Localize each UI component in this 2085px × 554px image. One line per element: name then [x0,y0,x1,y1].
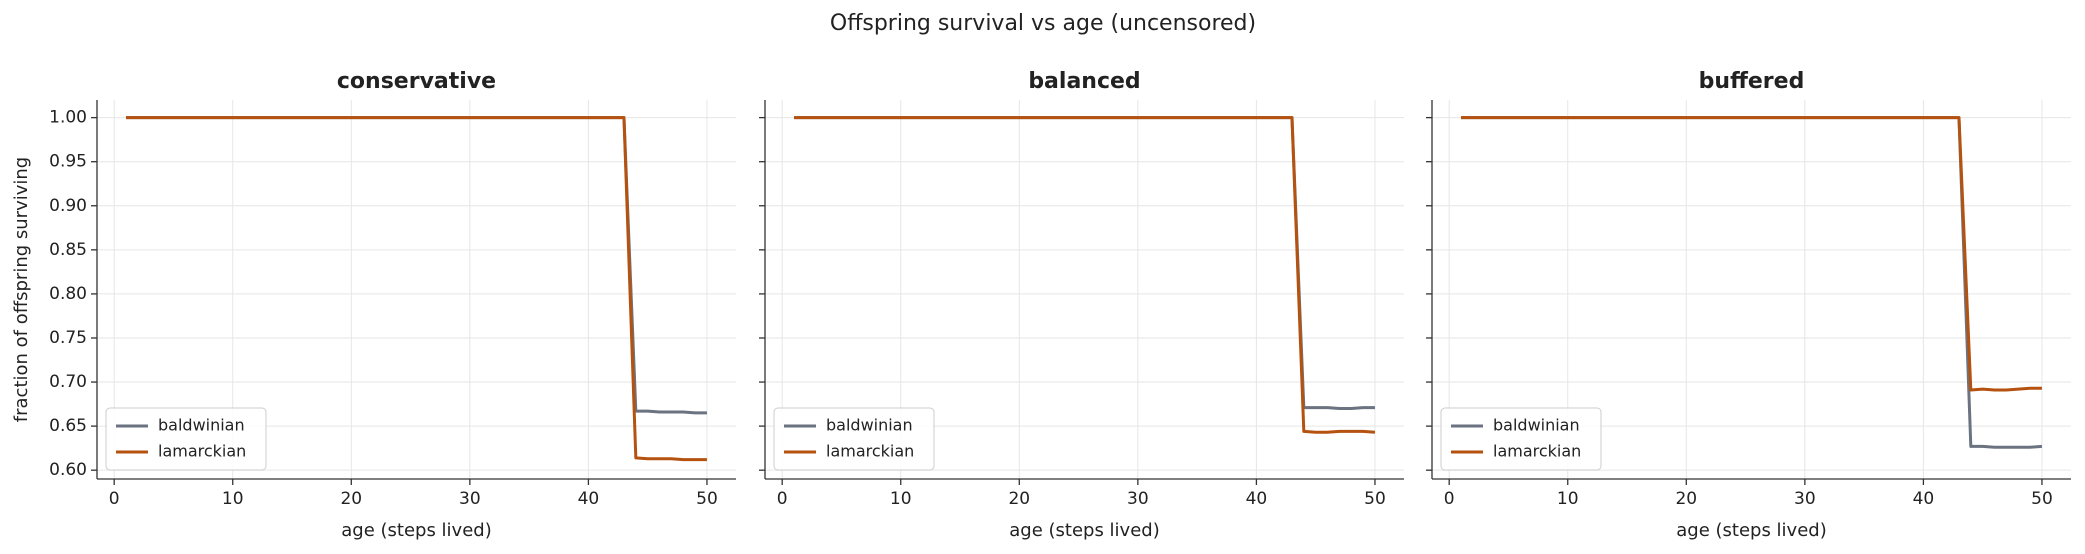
legend-box [1440,407,1602,471]
x-tick-label: 40 [578,489,600,509]
x-tick-label: 10 [222,489,244,509]
legend-box [105,407,267,471]
x-tick-label: 0 [109,489,120,509]
legend: baldwinian lamarckian [773,407,935,471]
x-tick-label: 0 [1444,489,1455,509]
y-tick-label: 0.95 [49,152,87,172]
legend: baldwinian lamarckian [1440,407,1602,471]
y-tick-label: 1.00 [49,108,87,128]
x-axis-label: age (steps lived) [341,520,492,541]
x-tick-label: 20 [1008,489,1030,509]
x-tick-label: 0 [777,489,788,509]
legend-label: lamarckian [826,442,914,461]
legend-box [773,407,935,471]
y-tick-label: 0.60 [49,460,87,480]
x-tick-label: 30 [459,489,481,509]
y-tick-label: 0.75 [49,328,87,348]
x-tick-label: 30 [1794,489,1816,509]
data-line [1461,116,2043,449]
y-tick-label: 0.65 [49,416,87,436]
data-line [1461,116,2042,392]
y-tick-label: 0.80 [49,284,87,304]
x-tick-label: 30 [1127,489,1149,509]
subplot-title: balanced [1028,69,1140,94]
x-tick-label: 40 [1913,489,1935,509]
y-tick-label: 0.70 [49,372,87,392]
x-axis-label: age (steps lived) [1676,520,1827,541]
legend-label: baldwinian [158,416,245,435]
x-tick-label: 20 [1675,489,1697,509]
legend-label: baldwinian [826,416,913,435]
x-tick-label: 50 [696,489,718,509]
data-line [126,116,707,462]
legend-label: baldwinian [1493,416,1580,435]
figure-title: Offspring survival vs age (uncensored) [830,11,1256,36]
subplot-title: buffered [1699,69,1805,94]
y-tick-label: 0.85 [49,240,87,260]
legend-label: lamarckian [1493,442,1581,461]
y-tick-label: 0.90 [49,196,87,216]
x-tick-label: 10 [1557,489,1579,509]
legend-label: lamarckian [158,442,246,461]
x-axis-label: age (steps lived) [1009,520,1160,541]
x-tick-label: 10 [890,489,912,509]
x-tick-label: 50 [1364,489,1386,509]
subplot-title: conservative [337,69,496,94]
x-tick-label: 20 [340,489,362,509]
x-tick-label: 40 [1246,489,1268,509]
data-line [794,116,1376,434]
legend: baldwinian lamarckian [105,407,267,471]
y-axis-label: fraction of offspring surviving [11,157,32,422]
x-tick-label: 50 [2031,489,2053,509]
